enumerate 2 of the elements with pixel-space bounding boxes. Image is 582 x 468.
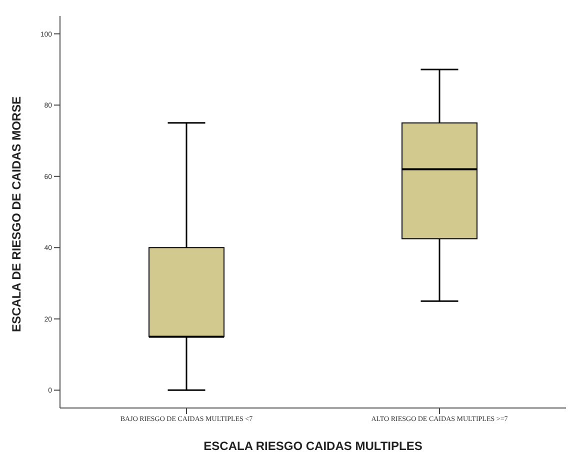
x-axis-title: ESCALA RIESGO CAIDAS MULTIPLES (204, 439, 422, 453)
y-axis-title: ESCALA DE RIESGO DE CAIDAS MORSE (9, 96, 24, 332)
